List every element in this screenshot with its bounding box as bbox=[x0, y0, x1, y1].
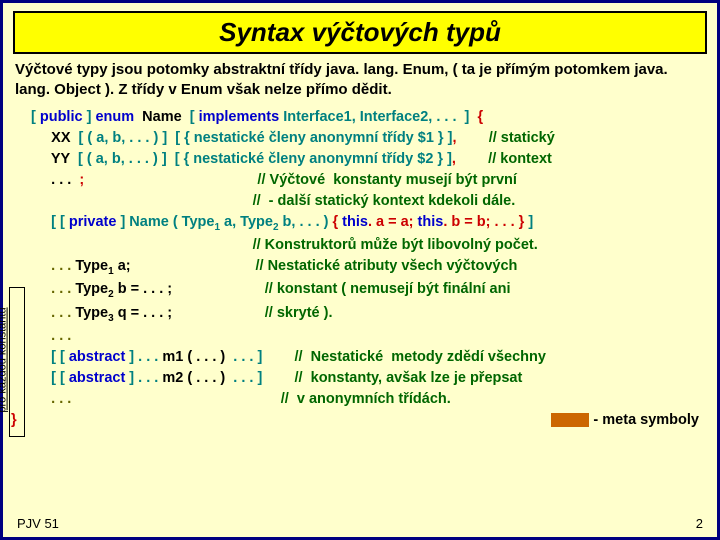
t: . b = b; bbox=[443, 214, 494, 230]
t: . . . bbox=[31, 281, 75, 297]
t bbox=[31, 172, 51, 188]
t: . . . bbox=[51, 172, 79, 188]
t: Type bbox=[75, 258, 108, 274]
t: ] bbox=[83, 109, 96, 125]
t: YY bbox=[31, 151, 78, 167]
t: ) bbox=[216, 370, 233, 386]
t: abstract bbox=[69, 370, 125, 386]
t: a, Type bbox=[220, 214, 273, 230]
t: public bbox=[40, 109, 83, 125]
t: ; bbox=[163, 281, 172, 297]
t: implements bbox=[199, 109, 280, 125]
t: ] bbox=[125, 370, 138, 386]
t: ) bbox=[216, 349, 233, 365]
t: . . . bbox=[143, 305, 163, 321]
t: . . . bbox=[494, 214, 514, 230]
t: . . . bbox=[233, 349, 253, 365]
t: // konstanty, avšak lze je přepsat bbox=[262, 370, 522, 386]
closing-brace: } bbox=[11, 410, 17, 431]
footer: PJV 51 2 bbox=[17, 516, 703, 531]
t: // konstant ( nemusejí být finální ani bbox=[172, 281, 510, 297]
t: [ bbox=[190, 109, 199, 125]
t: { bbox=[333, 214, 343, 230]
t: . . . bbox=[196, 349, 216, 365]
t: b = bbox=[114, 281, 143, 297]
sidebar-label: pro každou konstantu bbox=[0, 307, 9, 412]
t: // Konstruktorů může být libovolný počet… bbox=[31, 237, 538, 253]
t: m2 ( bbox=[158, 370, 196, 386]
t: [ [ bbox=[31, 214, 69, 230]
t: . . . bbox=[233, 370, 253, 386]
t: . . . bbox=[31, 328, 71, 344]
t: [ bbox=[31, 109, 40, 125]
t: [ [ bbox=[31, 349, 69, 365]
t: // - další statický kontext kdekoli dále… bbox=[31, 193, 515, 209]
t: // kontext bbox=[456, 151, 552, 167]
t: . . . bbox=[143, 281, 163, 297]
t: Interface1, Interface2, bbox=[279, 109, 436, 125]
t: // Nestatické metody zdědí všechny bbox=[262, 349, 546, 365]
t: // v anonymních třídách. bbox=[71, 391, 451, 407]
t: ] Name ( Type bbox=[116, 214, 214, 230]
t: ) bbox=[320, 214, 333, 230]
t: // statický bbox=[456, 130, 554, 146]
footer-left: PJV 51 bbox=[17, 516, 59, 531]
t: // skryté ). bbox=[172, 305, 332, 321]
title-bar: Syntax výčtových typů bbox=[13, 11, 707, 54]
page-title: Syntax výčtových typů bbox=[219, 17, 501, 47]
t: private bbox=[69, 214, 117, 230]
t: [ ( a, b, bbox=[78, 151, 129, 167]
t: Name bbox=[134, 109, 190, 125]
t: . . . bbox=[31, 305, 75, 321]
t: XX bbox=[31, 130, 79, 146]
t: a; bbox=[114, 258, 131, 274]
t: this bbox=[342, 214, 368, 230]
t: enum bbox=[95, 109, 134, 125]
t: // Nestatické atributy všech výčtových bbox=[131, 258, 518, 274]
t: . . . bbox=[31, 258, 75, 274]
t: . . . bbox=[129, 130, 149, 146]
code-block: [ public ] enum Name [ implements Interf… bbox=[31, 107, 709, 432]
t: ] bbox=[253, 349, 262, 365]
t: [ [ bbox=[31, 370, 69, 386]
t: . . . bbox=[138, 349, 158, 365]
t: } bbox=[515, 214, 525, 230]
t: ] bbox=[524, 214, 533, 230]
t: ) ] [ { nestatické členy anonymní třídy … bbox=[149, 130, 452, 146]
t: q = bbox=[114, 305, 143, 321]
t: b, bbox=[279, 214, 300, 230]
t: . . . bbox=[196, 370, 216, 386]
t: . . . bbox=[299, 214, 319, 230]
t: . a = a; bbox=[368, 214, 418, 230]
t: . . . bbox=[129, 151, 149, 167]
meta-label: - meta symboly bbox=[593, 412, 699, 428]
t: ) ] [ { nestatické členy anonymní třídy … bbox=[149, 151, 452, 167]
meta-color-box bbox=[551, 413, 589, 427]
t: [ ( a, b, bbox=[79, 130, 130, 146]
t: this bbox=[418, 214, 444, 230]
t: { bbox=[477, 109, 483, 125]
intro-text: Výčtové typy jsou potomky abstraktní tří… bbox=[15, 60, 705, 101]
t: ] bbox=[253, 370, 262, 386]
t: m1 ( bbox=[158, 349, 196, 365]
t: ] bbox=[125, 349, 138, 365]
t: . . . bbox=[436, 109, 460, 125]
t: . . . bbox=[138, 370, 158, 386]
t: abstract bbox=[69, 349, 125, 365]
t: . . . bbox=[31, 391, 71, 407]
footer-right: 2 bbox=[696, 516, 703, 531]
t: // Výčtové konstanty musejí být první bbox=[84, 172, 517, 188]
t: Type bbox=[75, 281, 108, 297]
t: ] bbox=[461, 109, 478, 125]
t: ; bbox=[163, 305, 172, 321]
t: Type bbox=[75, 305, 108, 321]
